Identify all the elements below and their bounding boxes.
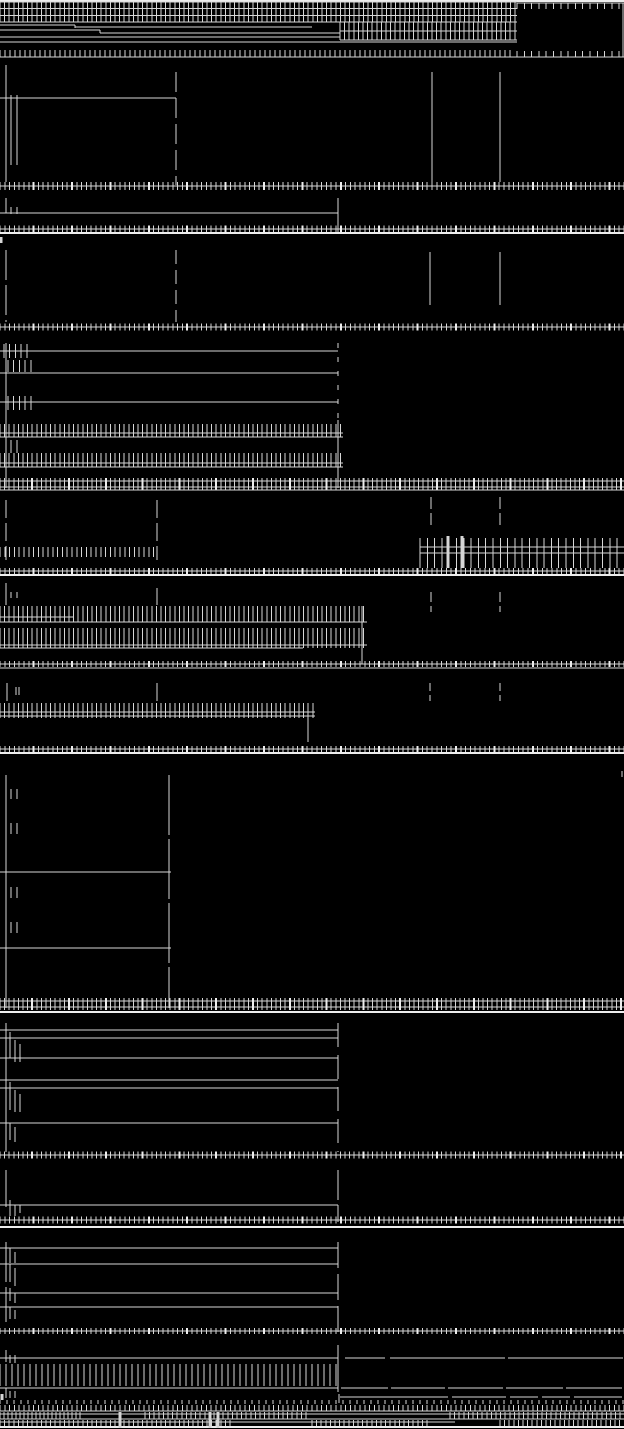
- trace-comb: [449, 1412, 621, 1419]
- trace-comb: [516, 3, 620, 9]
- trace-comb: [0, 1364, 337, 1386]
- trace-ruler: [0, 998, 624, 1004]
- trace-ruler: [0, 1216, 624, 1224]
- trace-ruler: [0, 484, 624, 490]
- trace-checker: [339, 21, 517, 41]
- trace-ruler: [0, 746, 624, 752]
- trace-comb: [0, 1412, 81, 1419]
- trace-comb: [0, 50, 511, 57]
- trace-comb: [7, 396, 32, 410]
- trace-comb: [0, 1405, 624, 1411]
- trace-comb: [0, 547, 155, 557]
- trace-comb: [0, 453, 341, 467]
- trace-ruler: [0, 1151, 624, 1159]
- trace-ruler: [0, 323, 624, 331]
- trace-checker: [0, 1, 517, 23]
- trace-ruler: [0, 225, 624, 233]
- trace-comb: [0, 424, 341, 437]
- trace-comb: [0, 1400, 624, 1404]
- trace-comb: [0, 606, 364, 622]
- trace-ruler: [0, 1004, 624, 1010]
- trace-comb: [516, 51, 620, 57]
- trace-ruler: [0, 661, 624, 667]
- trace-comb: [144, 1412, 307, 1419]
- trace-ruler: [0, 182, 624, 190]
- trace-ruler: [0, 1328, 624, 1334]
- trace-ruler: [0, 478, 624, 484]
- trace-ruler: [0, 568, 624, 574]
- trace-comb: [7, 360, 32, 372]
